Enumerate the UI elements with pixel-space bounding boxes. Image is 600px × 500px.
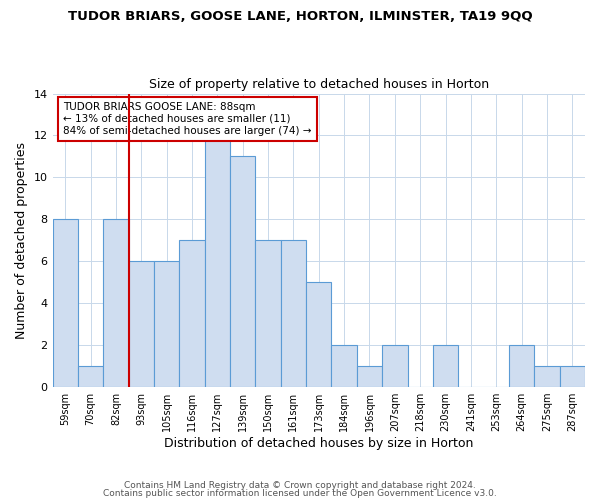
Bar xyxy=(281,240,306,387)
Bar xyxy=(256,240,281,387)
Bar xyxy=(534,366,560,387)
Bar xyxy=(306,282,331,387)
Bar xyxy=(205,136,230,387)
Text: Contains HM Land Registry data © Crown copyright and database right 2024.: Contains HM Land Registry data © Crown c… xyxy=(124,481,476,490)
Bar xyxy=(128,262,154,387)
Bar xyxy=(433,345,458,387)
Bar xyxy=(230,156,256,387)
Bar xyxy=(78,366,103,387)
Bar xyxy=(382,345,407,387)
Text: Contains public sector information licensed under the Open Government Licence v3: Contains public sector information licen… xyxy=(103,488,497,498)
Text: TUDOR BRIARS, GOOSE LANE, HORTON, ILMINSTER, TA19 9QQ: TUDOR BRIARS, GOOSE LANE, HORTON, ILMINS… xyxy=(68,10,532,23)
Bar xyxy=(509,345,534,387)
X-axis label: Distribution of detached houses by size in Horton: Distribution of detached houses by size … xyxy=(164,437,473,450)
Text: TUDOR BRIARS GOOSE LANE: 88sqm
← 13% of detached houses are smaller (11)
84% of : TUDOR BRIARS GOOSE LANE: 88sqm ← 13% of … xyxy=(63,102,311,136)
Bar xyxy=(331,345,357,387)
Y-axis label: Number of detached properties: Number of detached properties xyxy=(15,142,28,339)
Bar xyxy=(53,220,78,387)
Bar xyxy=(179,240,205,387)
Bar xyxy=(154,262,179,387)
Bar xyxy=(357,366,382,387)
Bar xyxy=(103,220,128,387)
Bar xyxy=(560,366,585,387)
Title: Size of property relative to detached houses in Horton: Size of property relative to detached ho… xyxy=(149,78,489,91)
